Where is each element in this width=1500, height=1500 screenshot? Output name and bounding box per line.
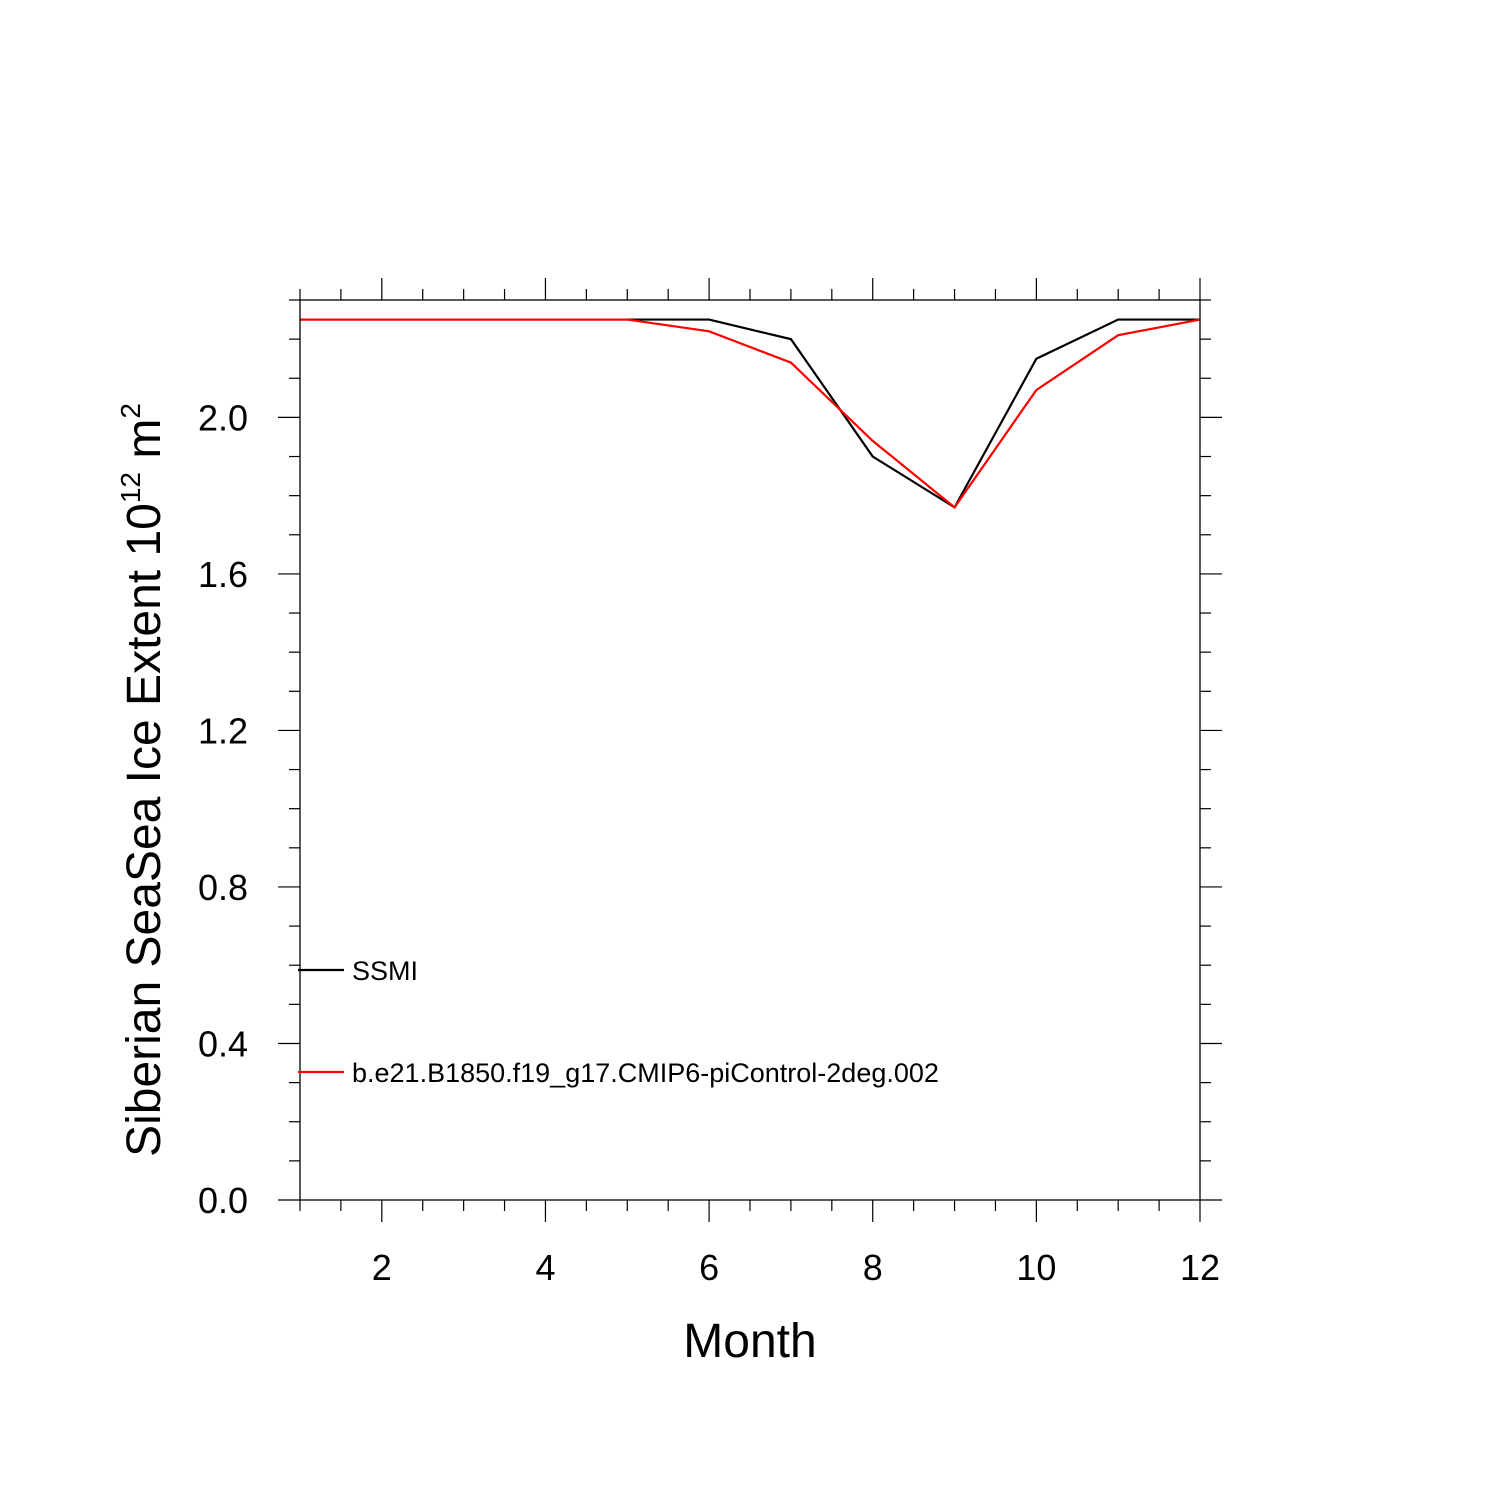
y-axis-title-exponent: 12	[115, 472, 146, 503]
x-tick-label: 10	[1016, 1247, 1056, 1288]
x-tick-label: 6	[699, 1247, 719, 1288]
x-tick-label: 8	[863, 1247, 883, 1288]
x-tick-label: 12	[1180, 1247, 1220, 1288]
y-tick-label: 1.6	[198, 554, 248, 595]
tick-labels: 2 4 6 8 10 12 0.0 0.4 0.8 1.2 1.6 2.0	[198, 397, 1220, 1288]
legend-label-1: SSMI	[352, 956, 418, 986]
y-axis-title-unit: m	[118, 419, 171, 472]
x-tick-label: 4	[535, 1247, 555, 1288]
y-tick-label: 0.8	[198, 867, 248, 908]
series-line-2	[300, 318, 1201, 509]
legend: SSMI b.e21.B1850.f19_g17.CMIP6-piControl-…	[298, 956, 939, 1088]
y-axis-title: Siberian SeaSea Ice Extent 1012 m2	[115, 403, 171, 1157]
y-tick-label: 0.0	[198, 1180, 248, 1221]
y-axis-title-unit-exponent: 2	[115, 403, 146, 419]
plot-frame	[299, 299, 1201, 1201]
series-lines	[300, 318, 1201, 509]
x-tick-label: 2	[372, 1247, 392, 1288]
x-axis-title: Month	[683, 1315, 816, 1368]
axis-ticks	[278, 278, 1222, 1222]
y-axis-title-main: Siberian SeaSea Ice Extent 10	[118, 503, 171, 1157]
y-tick-label: 0.4	[198, 1023, 248, 1064]
y-tick-label: 2.0	[198, 397, 248, 438]
legend-label-2: b.e21.B1850.f19_g17.CMIP6-piControl-2deg…	[352, 1058, 939, 1088]
y-tick-label: 1.2	[198, 710, 248, 751]
